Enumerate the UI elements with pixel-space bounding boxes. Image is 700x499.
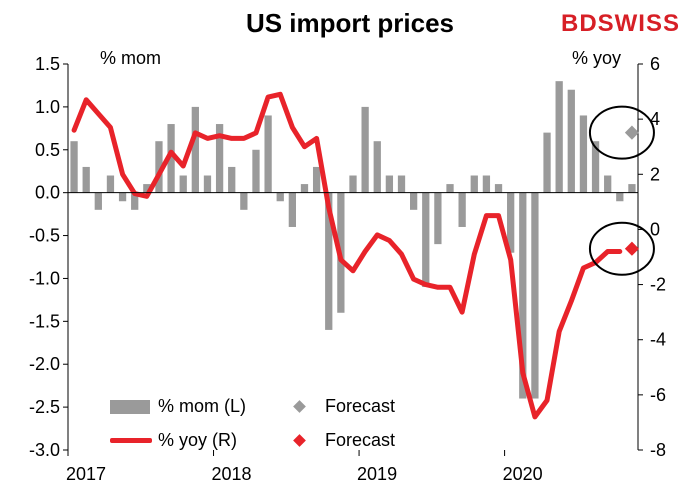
legend-label-yoy-forecast: Forecast xyxy=(325,430,396,450)
x-tick-label: 2018 xyxy=(212,464,252,484)
mom-bar xyxy=(482,175,491,193)
mom-bar xyxy=(422,192,430,288)
mom-bar xyxy=(240,192,248,210)
mom-bar xyxy=(434,192,442,245)
mom-bar xyxy=(397,175,406,193)
mom-bar xyxy=(82,166,90,193)
mom-bar xyxy=(579,115,588,193)
mom-bar xyxy=(167,124,175,193)
mom-bar xyxy=(531,192,539,399)
mom-bar xyxy=(203,175,212,193)
mom-bar xyxy=(446,184,454,193)
yoy-forecast-marker xyxy=(624,241,640,256)
mom-bar xyxy=(252,149,260,193)
left-tick-label: 0.5 xyxy=(35,140,60,160)
mom-bar xyxy=(507,192,515,253)
mom-bar xyxy=(131,192,139,210)
mom-forecast-marker-circle xyxy=(588,105,655,160)
right-tick-label: -6 xyxy=(650,385,666,405)
left-tick-label: -3.0 xyxy=(29,440,60,460)
mom-bar xyxy=(143,184,151,193)
left-tick-label: -1.0 xyxy=(29,268,60,288)
x-tick-label: 2019 xyxy=(357,464,397,484)
right-tick-label: -4 xyxy=(650,330,666,350)
mom-bar xyxy=(373,141,381,193)
right-tick-label: 4 xyxy=(650,109,660,129)
brand-logo: BDSWISS xyxy=(560,10,680,37)
mom-bar xyxy=(361,106,369,193)
legend-label-mom: % mom (L) xyxy=(158,396,247,416)
left-tick-label: 0.0 xyxy=(35,183,60,203)
mom-bar xyxy=(106,175,115,193)
right-tick-label: 2 xyxy=(650,164,660,184)
left-tick-label: 1.5 xyxy=(35,54,60,74)
mom-bar xyxy=(494,184,503,193)
legend-line-swatch xyxy=(110,438,152,443)
left-axis-unit: % mom xyxy=(100,48,162,68)
mom-bar xyxy=(300,184,309,193)
mom-forecast-marker xyxy=(624,125,640,140)
mom-bar xyxy=(118,192,127,202)
mom-bar xyxy=(312,166,321,193)
mom-bar xyxy=(591,141,600,193)
mom-bar xyxy=(228,166,236,193)
left-tick-label: -1.5 xyxy=(29,311,60,331)
mom-bar xyxy=(349,175,357,193)
right-tick-label: -8 xyxy=(650,440,666,460)
mom-bar xyxy=(70,141,78,193)
yoy-forecast-marker-circle xyxy=(588,221,655,276)
legend-label-yoy: % yoy (R) xyxy=(158,430,238,450)
mom-bar xyxy=(276,192,284,202)
mom-bar xyxy=(215,124,224,193)
right-tick-label: 6 xyxy=(650,54,660,74)
mom-bar xyxy=(410,192,418,210)
right-tick-label: 0 xyxy=(650,219,660,239)
left-tick-label: 1.0 xyxy=(35,97,60,117)
right-axis-unit: % yoy xyxy=(572,48,622,68)
mom-bar xyxy=(604,175,612,193)
mom-bar xyxy=(264,115,272,193)
mom-bar xyxy=(470,175,478,193)
mom-bars xyxy=(70,81,636,399)
mom-bar xyxy=(555,81,563,193)
legend-bar-swatch xyxy=(110,400,150,414)
mom-bar xyxy=(94,192,102,210)
mom-bar xyxy=(543,132,551,193)
mom-bar xyxy=(616,192,624,202)
legend-label-mom-forecast: Forecast xyxy=(325,396,396,416)
right-tick-label: -2 xyxy=(650,275,666,295)
mom-bar xyxy=(288,192,296,227)
left-tick-label: -2.5 xyxy=(29,397,60,417)
mom-bar xyxy=(385,175,394,193)
x-tick-label: 2020 xyxy=(503,464,543,484)
mom-bar xyxy=(519,192,527,399)
mom-bar xyxy=(155,141,163,193)
mom-bar xyxy=(191,106,199,193)
mom-bar xyxy=(567,89,575,193)
chart-title: US import prices xyxy=(245,8,455,38)
mom-bar xyxy=(179,175,187,193)
mom-bar xyxy=(628,184,636,193)
left-tick-label: -0.5 xyxy=(29,226,60,246)
x-tick-label: 2017 xyxy=(66,464,106,484)
mom-bar xyxy=(458,192,466,227)
yoy-line xyxy=(71,91,623,420)
left-tick-label: -2.0 xyxy=(29,354,60,374)
mom-bar xyxy=(325,192,333,330)
